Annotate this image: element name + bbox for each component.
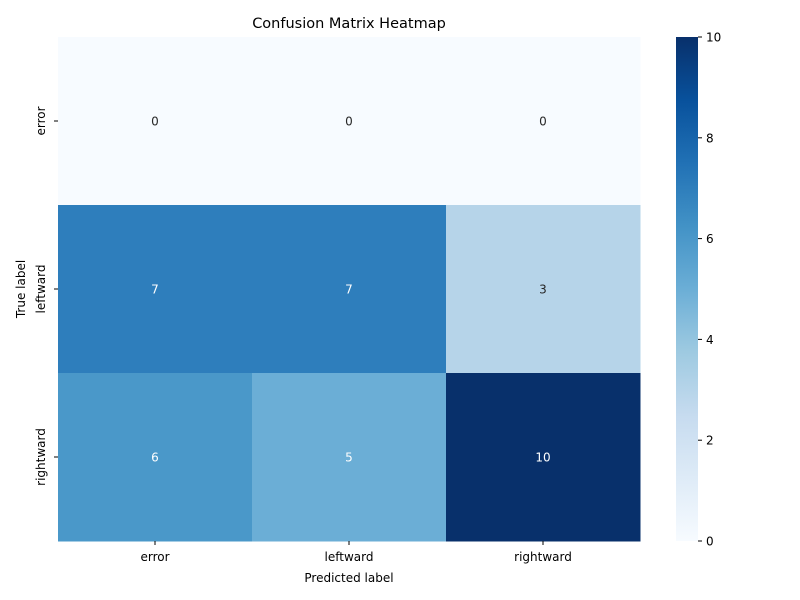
- cell-value-label: 0: [539, 115, 547, 129]
- heatmap-cell: [252, 373, 447, 542]
- colorbar-tick-label: 8: [706, 131, 714, 145]
- colorbar-tick-label: 0: [706, 535, 714, 549]
- heatmap-cell: [252, 37, 447, 206]
- x-axis-label: Predicted label: [304, 571, 393, 585]
- x-tick-label: rightward: [514, 550, 572, 564]
- heatmap-cell: [446, 373, 641, 542]
- heatmap-cell: [446, 205, 641, 374]
- cell-value-label: 7: [345, 283, 353, 297]
- heatmap-cell: [58, 205, 253, 374]
- cell-value-labels: 0 0 0 7 7 3 6 5 10: [151, 115, 550, 465]
- chart-title: Confusion Matrix Heatmap: [252, 16, 446, 32]
- heatmap-cell: [252, 205, 447, 374]
- colorbar-tick-label: 6: [706, 232, 714, 246]
- y-axis-label: True label: [14, 260, 28, 319]
- cell-value-label: 6: [151, 451, 159, 465]
- y-tick-label: leftward: [34, 265, 48, 314]
- cell-value-label: 0: [345, 115, 353, 129]
- y-tick-label: error: [34, 106, 48, 135]
- y-axis-ticks: error leftward rightward: [34, 106, 58, 486]
- x-tick-label: leftward: [325, 550, 374, 564]
- x-axis-ticks: error leftward rightward: [140, 541, 572, 564]
- cell-value-label: 3: [539, 283, 547, 297]
- heatmap-cell: [58, 373, 253, 542]
- x-tick-label: error: [140, 550, 169, 564]
- cell-value-label: 7: [151, 283, 159, 297]
- cell-value-label: 10: [535, 451, 550, 465]
- colorbar-tick-label: 2: [706, 434, 714, 448]
- heatmap-cells: [58, 37, 641, 542]
- y-tick-label: rightward: [34, 428, 48, 486]
- colorbar: [676, 37, 698, 541]
- cell-value-label: 5: [345, 451, 353, 465]
- colorbar-ticks: 0 2 4 6 8 10: [698, 31, 721, 549]
- heatmap-cell: [446, 37, 641, 206]
- colorbar-tick-label: 10: [706, 31, 721, 45]
- cell-value-label: 0: [151, 115, 159, 129]
- heatmap-cell: [58, 37, 253, 206]
- colorbar-tick-label: 4: [706, 333, 714, 347]
